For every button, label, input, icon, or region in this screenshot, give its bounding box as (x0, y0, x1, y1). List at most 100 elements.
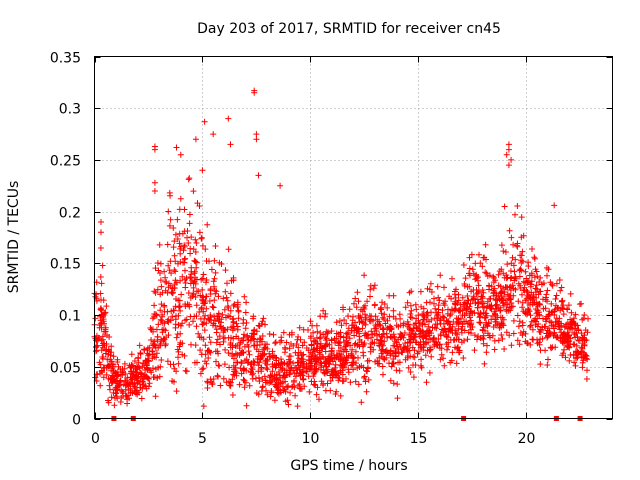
data-point (309, 322, 316, 329)
data-point (161, 320, 168, 327)
data-point (461, 312, 468, 319)
data-point (381, 311, 388, 318)
data-point (484, 298, 491, 305)
data-point (428, 289, 435, 295)
data-point (444, 346, 450, 353)
data-point (162, 287, 169, 294)
data-point (119, 388, 126, 395)
data-point (381, 356, 388, 363)
data-point (256, 378, 263, 385)
data-point (323, 335, 330, 342)
data-point (437, 272, 444, 279)
data-point (180, 259, 186, 266)
data-point (390, 342, 397, 349)
data-point (460, 262, 467, 268)
data-point (240, 376, 247, 383)
data-point (193, 302, 200, 309)
data-point (321, 369, 328, 376)
data-point (527, 312, 534, 319)
data-point (546, 328, 553, 335)
data-point (519, 248, 526, 255)
data-point (230, 371, 237, 378)
data-point (531, 255, 538, 262)
data-point (176, 230, 183, 237)
data-point (285, 401, 292, 408)
data-point (203, 277, 210, 283)
data-point (332, 364, 338, 371)
data-point (377, 306, 384, 312)
data-point (392, 338, 399, 345)
data-point (192, 294, 199, 300)
data-point (213, 358, 219, 365)
data-point (321, 370, 328, 377)
data-point (241, 377, 248, 384)
data-point (471, 332, 478, 339)
data-point (175, 304, 182, 311)
data-point (210, 320, 217, 327)
data-point (582, 327, 589, 334)
x-axis-label: GPS time / hours (290, 458, 407, 474)
data-point (307, 335, 314, 342)
data-point (308, 378, 315, 385)
data-point (469, 266, 476, 273)
data-point (260, 346, 267, 353)
data-point (386, 313, 393, 320)
data-point (412, 320, 419, 327)
data-point (495, 271, 502, 278)
data-point (100, 316, 107, 323)
data-point (173, 334, 180, 341)
data-point (92, 374, 99, 381)
data-point (300, 326, 307, 333)
data-point (507, 275, 514, 282)
data-point (394, 381, 401, 388)
data-point (375, 360, 382, 367)
data-point (560, 311, 567, 318)
data-point (430, 335, 437, 342)
data-point (294, 359, 301, 366)
data-point (479, 300, 486, 307)
data-point (511, 268, 518, 275)
data-point (468, 308, 475, 314)
data-point (248, 334, 255, 341)
data-point (464, 305, 470, 312)
data-point (528, 281, 535, 288)
data-point (356, 337, 363, 343)
data-point (522, 268, 529, 275)
data-point (292, 373, 299, 380)
data-point (132, 384, 139, 391)
data-point (146, 351, 153, 358)
data-point (447, 311, 454, 318)
data-point (264, 358, 271, 365)
data-point (157, 277, 164, 284)
data-point (410, 333, 417, 340)
data-point (514, 203, 521, 209)
data-point (495, 282, 502, 289)
data-point (261, 351, 267, 358)
data-point (575, 326, 582, 333)
data-point (173, 296, 179, 302)
data-point (470, 270, 477, 277)
data-point (182, 267, 188, 274)
data-point (294, 403, 301, 410)
data-point (98, 347, 105, 354)
data-point (534, 323, 541, 330)
data-point (204, 378, 211, 385)
data-point (570, 351, 577, 358)
data-point (157, 316, 164, 323)
data-point (101, 320, 108, 327)
data-point (203, 305, 210, 312)
data-point (98, 280, 105, 287)
data-point (115, 363, 122, 370)
data-point (390, 307, 397, 314)
data-point (549, 344, 556, 351)
data-point (553, 280, 560, 287)
data-point (467, 272, 473, 279)
data-point (500, 302, 507, 309)
data-point (426, 369, 433, 376)
plot-frame (94, 56, 613, 419)
data-point (413, 306, 420, 313)
data-point (504, 261, 511, 268)
data-point (435, 294, 442, 301)
data-point (92, 293, 99, 300)
data-point (229, 323, 236, 330)
